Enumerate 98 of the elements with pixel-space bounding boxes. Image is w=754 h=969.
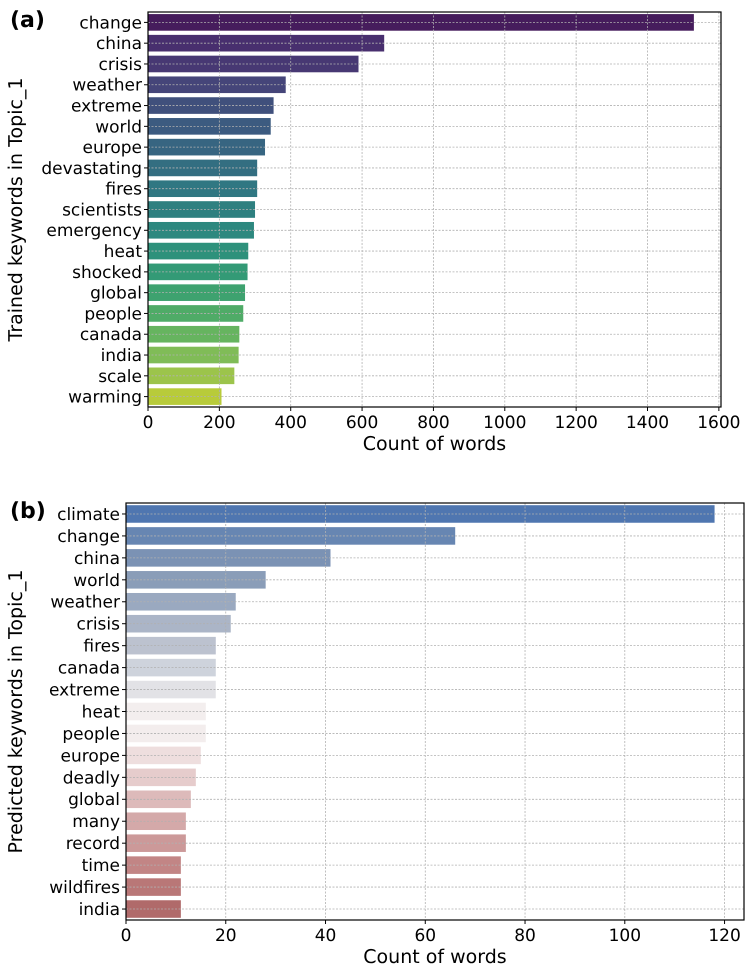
bar bbox=[148, 14, 694, 31]
y-tick-label: crisis bbox=[98, 54, 142, 75]
x-tick-label: 600 bbox=[346, 413, 378, 433]
y-tick-label: india bbox=[100, 346, 142, 366]
x-tick-label: 0 bbox=[120, 926, 132, 946]
bar bbox=[148, 76, 286, 94]
bar bbox=[126, 680, 216, 698]
bar bbox=[148, 180, 258, 198]
bar bbox=[148, 388, 222, 405]
y-tick-label: devastating bbox=[41, 158, 142, 179]
bar bbox=[126, 878, 181, 896]
y-tick-label: europe bbox=[60, 746, 120, 766]
y-tick-label: global bbox=[90, 284, 142, 304]
y-axis-title: Trained keywords in Topic_1 bbox=[5, 77, 27, 343]
x-tick-label: 200 bbox=[203, 413, 236, 433]
bar bbox=[126, 746, 201, 764]
y-tick-label: shocked bbox=[72, 262, 142, 283]
y-tick-label: warming bbox=[68, 388, 142, 408]
bar bbox=[148, 305, 244, 322]
bar bbox=[148, 201, 256, 218]
x-tick-label: 20 bbox=[214, 926, 237, 946]
bar bbox=[148, 160, 258, 176]
bar bbox=[148, 56, 359, 72]
bar bbox=[126, 614, 231, 632]
bar bbox=[148, 284, 246, 301]
y-tick-label: weather bbox=[72, 76, 142, 96]
x-tick-label: 1600 bbox=[697, 413, 740, 433]
bar bbox=[126, 702, 206, 720]
y-tick-label: global bbox=[68, 790, 120, 810]
bar bbox=[126, 900, 181, 918]
bar bbox=[126, 834, 186, 852]
y-tick-label: india bbox=[78, 900, 120, 920]
y-tick-label: heat bbox=[82, 702, 120, 722]
x-axis-title: Count of words bbox=[363, 946, 507, 968]
bar bbox=[148, 264, 248, 280]
bar bbox=[126, 527, 456, 545]
y-tick-label: china bbox=[74, 548, 120, 569]
y-tick-label: crisis bbox=[76, 614, 120, 635]
y-tick-label: extreme bbox=[71, 96, 142, 117]
x-tick-label: 1200 bbox=[554, 413, 598, 433]
y-tick-label: world bbox=[73, 570, 120, 591]
y-tick-label: canada bbox=[80, 325, 142, 346]
y-tick-label: europe bbox=[82, 138, 142, 158]
y-tick-label: wildfires bbox=[49, 878, 120, 898]
bar bbox=[148, 222, 254, 239]
bar bbox=[148, 34, 384, 52]
x-tick-label: 1000 bbox=[483, 413, 526, 433]
chart-title: (b) bbox=[10, 499, 46, 524]
x-tick-label: 60 bbox=[414, 926, 436, 946]
x-tick-label: 800 bbox=[417, 413, 450, 433]
y-tick-label: time bbox=[82, 856, 120, 876]
y-axis-title: Predicted keywords in Topic_1 bbox=[5, 570, 27, 854]
bar bbox=[126, 790, 191, 808]
y-tick-label: weather bbox=[50, 592, 120, 613]
bar bbox=[148, 118, 271, 135]
bar bbox=[126, 592, 236, 611]
y-tick-label: climate bbox=[57, 504, 120, 525]
y-tick-label: record bbox=[66, 834, 120, 854]
x-tick-label: 400 bbox=[274, 413, 307, 433]
y-tick-label: scale bbox=[98, 366, 142, 387]
x-tick-label: 40 bbox=[314, 926, 336, 946]
x-tick-label: 100 bbox=[608, 926, 642, 946]
bar bbox=[126, 768, 196, 786]
y-tick-label: deadly bbox=[62, 768, 120, 788]
y-tick-label: emergency bbox=[46, 221, 142, 242]
chart-title: (a) bbox=[10, 8, 45, 33]
x-tick-label: 1400 bbox=[626, 413, 670, 433]
bar bbox=[126, 658, 216, 676]
bar bbox=[126, 636, 216, 654]
bar bbox=[148, 138, 266, 156]
y-tick-label: change bbox=[79, 13, 142, 34]
x-tick-label: 120 bbox=[708, 926, 741, 946]
y-tick-label: people bbox=[84, 304, 142, 324]
y-tick-label: change bbox=[57, 526, 120, 547]
bar bbox=[148, 346, 239, 364]
x-tick-label: 0 bbox=[142, 413, 154, 433]
bar bbox=[126, 856, 181, 874]
bar bbox=[148, 242, 248, 260]
y-tick-label: fires bbox=[83, 636, 120, 657]
bar bbox=[148, 326, 240, 343]
bar bbox=[126, 571, 266, 589]
bar bbox=[126, 724, 206, 742]
y-tick-label: canada bbox=[58, 658, 120, 679]
y-tick-label: extreme bbox=[49, 680, 120, 701]
bar bbox=[126, 505, 715, 523]
bar bbox=[126, 812, 186, 830]
y-tick-label: china bbox=[96, 34, 142, 54]
y-tick-label: world bbox=[95, 117, 142, 138]
y-tick-label: many bbox=[72, 812, 120, 832]
y-tick-label: people bbox=[62, 724, 120, 744]
y-tick-label: heat bbox=[104, 242, 142, 262]
y-tick-label: scientists bbox=[62, 200, 142, 220]
x-tick-label: 80 bbox=[514, 926, 536, 946]
bar bbox=[148, 368, 234, 384]
bar bbox=[126, 549, 331, 567]
y-tick-label: fires bbox=[105, 180, 142, 200]
bar bbox=[148, 97, 274, 114]
x-axis-title: Count of words bbox=[362, 433, 506, 455]
